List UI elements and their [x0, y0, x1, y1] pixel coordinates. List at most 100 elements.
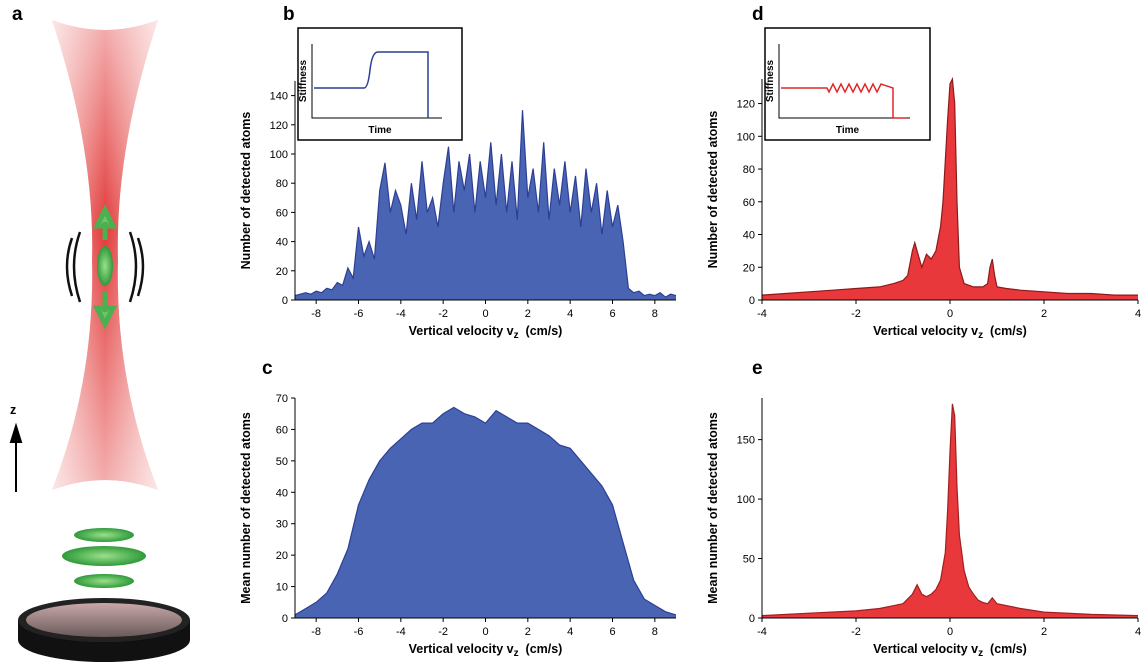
- x-axis-label: Vertical velocity vz (cm/s): [409, 324, 563, 341]
- y-tick-label: 0: [282, 613, 288, 625]
- x-axis-label-part: z: [978, 330, 983, 341]
- x-tick-label: 2: [1041, 626, 1047, 638]
- x-tick-label: 0: [482, 626, 488, 638]
- x-tick-label: 2: [1041, 308, 1047, 320]
- z-arrow: [9, 422, 23, 492]
- inset-curve: [781, 82, 907, 119]
- inset-axes: [778, 44, 910, 119]
- y-tick-label: 0: [749, 295, 755, 307]
- x-axis-label: Vertical velocity vz (cm/s): [409, 642, 563, 659]
- x-axis-label: Vertical velocity vz (cm/s): [873, 324, 1027, 341]
- x-axis-label-part: (cm/s): [990, 324, 1027, 338]
- area-line: [761, 403, 1139, 617]
- x-tick-label: 6: [609, 626, 615, 638]
- y-tick-label: 40: [276, 237, 288, 249]
- area-line: [761, 76, 1138, 296]
- x-tick-label: 0: [482, 308, 488, 320]
- y-tick-label: 60: [276, 424, 288, 436]
- y-axis-label: Mean number of detected atoms: [239, 412, 253, 604]
- y-tick-label: 50: [276, 456, 288, 468]
- diagram: a z: [9, 4, 190, 662]
- inset-y-label: Stiffness: [765, 59, 776, 102]
- y-axis-label: Mean number of detected atoms: [706, 412, 720, 604]
- cloud-1: [74, 528, 134, 542]
- panel-label: c: [262, 358, 273, 379]
- x-tick-label: -2: [438, 626, 448, 638]
- arrow-up: [92, 204, 118, 240]
- x-tick-label: 4: [1135, 308, 1141, 320]
- x-tick-label: -8: [311, 626, 321, 638]
- x-tick-label: 2: [525, 626, 531, 638]
- y-tick-label: 40: [743, 230, 755, 242]
- x-tick-label: 8: [652, 308, 658, 320]
- y-tick-label: 70: [276, 393, 288, 405]
- x-tick-label: 8: [652, 626, 658, 638]
- area-fill: [295, 407, 676, 618]
- y-tick-label: 20: [276, 550, 288, 562]
- x-tick-label: -2: [851, 626, 861, 638]
- panel-label: e: [752, 358, 763, 379]
- y-tick-label: 20: [276, 266, 288, 278]
- y-tick-label: 120: [737, 99, 755, 111]
- x-axis-label-part: Vertical velocity v: [409, 324, 514, 338]
- chart-panel: 0 20 40 60 80 100 120 140 -8 -6 -4 -2 0 2 4 6 8 Vertical …: [239, 4, 677, 341]
- space: [983, 642, 990, 656]
- area-fill: [295, 110, 676, 300]
- x-tick-label: 4: [1135, 626, 1141, 638]
- x-axis-label-part: z: [514, 648, 519, 659]
- y-tick-label: 100: [270, 149, 288, 161]
- panel-label: a: [12, 4, 23, 25]
- inset-axes: [311, 44, 442, 119]
- area-fill: [762, 403, 1138, 618]
- cloud-2: [62, 546, 146, 566]
- y-tick-label: 140: [270, 91, 288, 103]
- x-axis-label-part: z: [514, 330, 519, 341]
- y-tick-label: 30: [276, 519, 288, 531]
- inset-box: [764, 27, 931, 141]
- inset-curve: [314, 51, 429, 118]
- y-tick-label: 60: [276, 207, 288, 219]
- x-axis-label-part: (cm/s): [526, 324, 563, 338]
- x-tick-label: -8: [311, 308, 321, 320]
- chart-panel: 0 10 20 30 40 50 60 70 -8 -6 -4 -2 0 2 4 6 8 Vertical vel…: [239, 358, 677, 659]
- x-tick-label: 2: [525, 308, 531, 320]
- x-tick-label: 4: [567, 626, 573, 638]
- x-tick-label: 0: [947, 308, 953, 320]
- y-tick-label: 80: [276, 178, 288, 190]
- vibration-marks: [65, 231, 145, 303]
- x-tick-label: -6: [354, 626, 364, 638]
- x-axis-label-part: z: [978, 648, 983, 659]
- inset-y-label: Stiffness: [298, 59, 309, 102]
- detector-face: [26, 603, 182, 637]
- chart-panel: 0 20 40 60 80 100 120 -4 -2 0 2 4 Vertical velocity …: [706, 4, 1141, 341]
- x-axis-label-part: (cm/s): [990, 642, 1027, 656]
- area-line: [294, 110, 677, 298]
- y-tick-label: 100: [737, 131, 755, 143]
- chart-panel: 0 50 100 150 -4 -2 0 2 4 Vertical velocity vz (cm…: [706, 358, 1141, 659]
- atom-cloud: [97, 246, 113, 286]
- y-tick-label: 150: [737, 435, 755, 447]
- inset-x-label: Time: [368, 125, 392, 136]
- panel-label: d: [752, 4, 764, 25]
- y-tick-label: 120: [270, 120, 288, 132]
- inset-x-label: Time: [836, 125, 860, 136]
- y-tick-label: 60: [743, 197, 755, 209]
- x-tick-label: -4: [396, 308, 406, 320]
- x-tick-label: -4: [757, 626, 767, 638]
- x-axis-label-part: (cm/s): [526, 642, 563, 656]
- y-tick-label: 80: [743, 164, 755, 176]
- space: [519, 642, 526, 656]
- panel-label: b: [283, 4, 295, 25]
- y-tick-label: 40: [276, 487, 288, 499]
- x-tick-label: 4: [567, 308, 573, 320]
- x-tick-label: -4: [757, 308, 767, 320]
- x-tick-label: 6: [609, 308, 615, 320]
- x-tick-label: -2: [851, 308, 861, 320]
- x-axis-label-part: Vertical velocity v: [873, 324, 978, 338]
- cloud-3: [74, 574, 134, 588]
- area-line: [294, 406, 677, 616]
- y-tick-label: 20: [743, 262, 755, 274]
- y-tick-label: 0: [749, 613, 755, 625]
